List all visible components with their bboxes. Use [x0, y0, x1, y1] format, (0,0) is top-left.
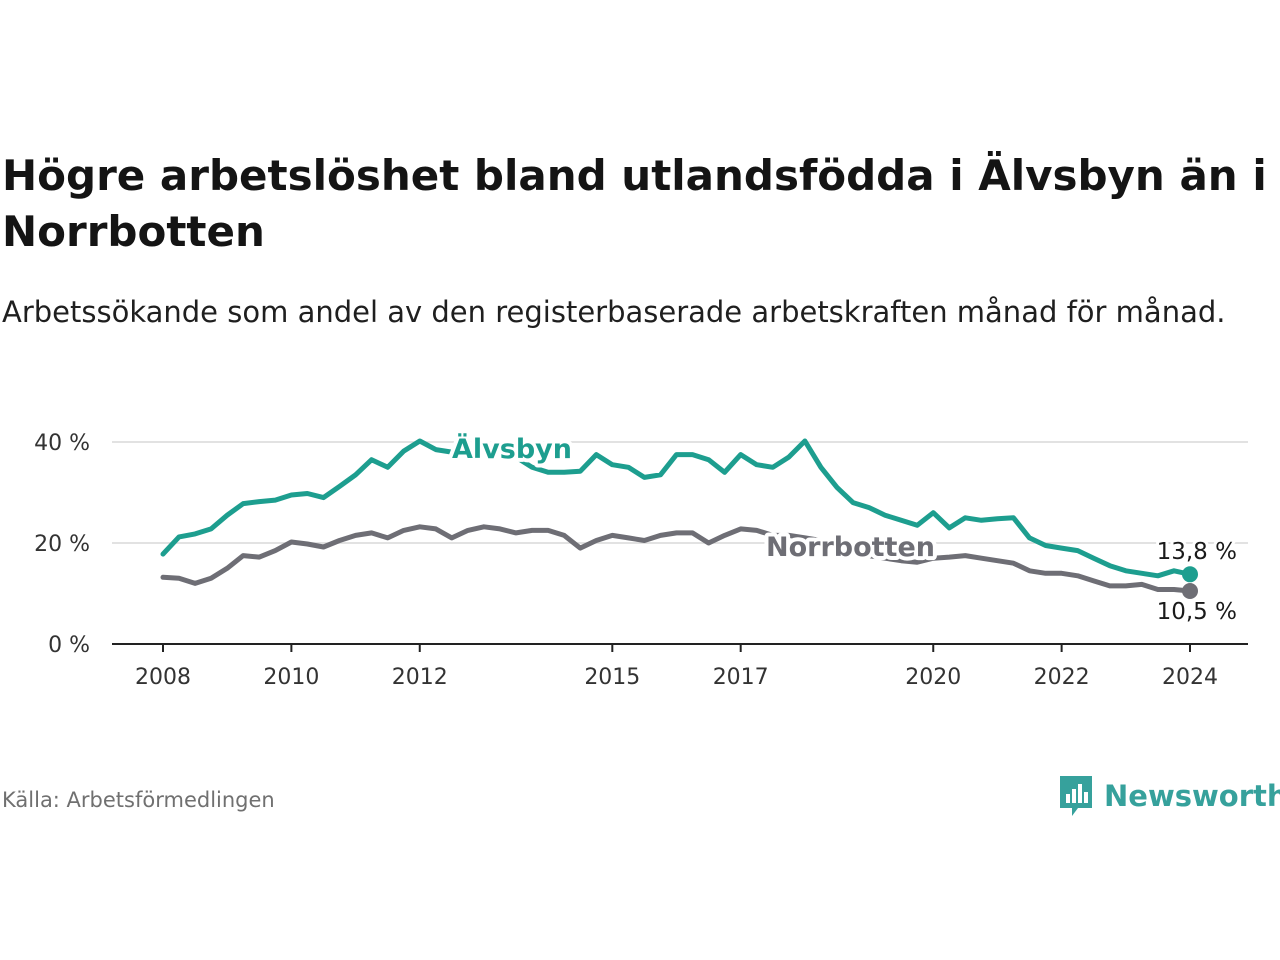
- y-tick-label: 40 %: [34, 431, 90, 456]
- x-tick-label: 2020: [905, 665, 961, 690]
- newsworthy-logo-icon: [1060, 776, 1092, 816]
- series-end-point: [1182, 582, 1198, 599]
- y-tick-label: 20 %: [34, 532, 90, 557]
- brand-logo[interactable]: Newsworthy: [1058, 772, 1280, 820]
- chart-subtitle: Arbetssökande som andel av den registerb…: [2, 295, 1226, 329]
- series-label-alvsbyn: Älvsbyn: [452, 433, 572, 465]
- x-tick-label: 2012: [392, 665, 448, 690]
- x-tick-label: 2022: [1034, 665, 1090, 690]
- axis-layer: 0 % 20 % 40 % 2008 2010 2012 2015 2017 2020 2022 2…: [34, 431, 1248, 690]
- x-tick-label: 2010: [263, 665, 319, 690]
- end-label-norrbotten: 10,5 %: [1157, 599, 1237, 625]
- series-line-norrbotten: [160, 524, 1193, 594]
- x-tick-label: 2017: [713, 665, 769, 690]
- y-tick-label: 0 %: [48, 633, 90, 658]
- series-end-point: [1182, 566, 1198, 583]
- label-layer: Älvsbyn Norrbotten 13,8 % 10,5 %: [448, 429, 1240, 628]
- end-label-alvsbyn: 13,8 %: [1157, 539, 1237, 565]
- grid-layer: [112, 441, 1248, 544]
- series-line-alvsbyn: [160, 438, 1193, 579]
- chart-title: Högre arbetslöshet bland utlandsfödda i …: [2, 151, 1267, 256]
- x-tick-label: 2015: [584, 665, 640, 690]
- line-chart: 0 % 20 % 40 % 2008 2010 2012 2015 2017 2020 2022 2…: [34, 429, 1248, 690]
- series-layer: [160, 438, 1198, 599]
- source-note: Källa: Arbetsförmedlingen: [2, 788, 275, 812]
- x-tick-label: 2024: [1162, 665, 1218, 690]
- x-tick-label: 2008: [135, 665, 191, 690]
- brand-name: Newsworthy: [1104, 779, 1280, 813]
- series-label-norrbotten: Norrbotten: [766, 532, 935, 563]
